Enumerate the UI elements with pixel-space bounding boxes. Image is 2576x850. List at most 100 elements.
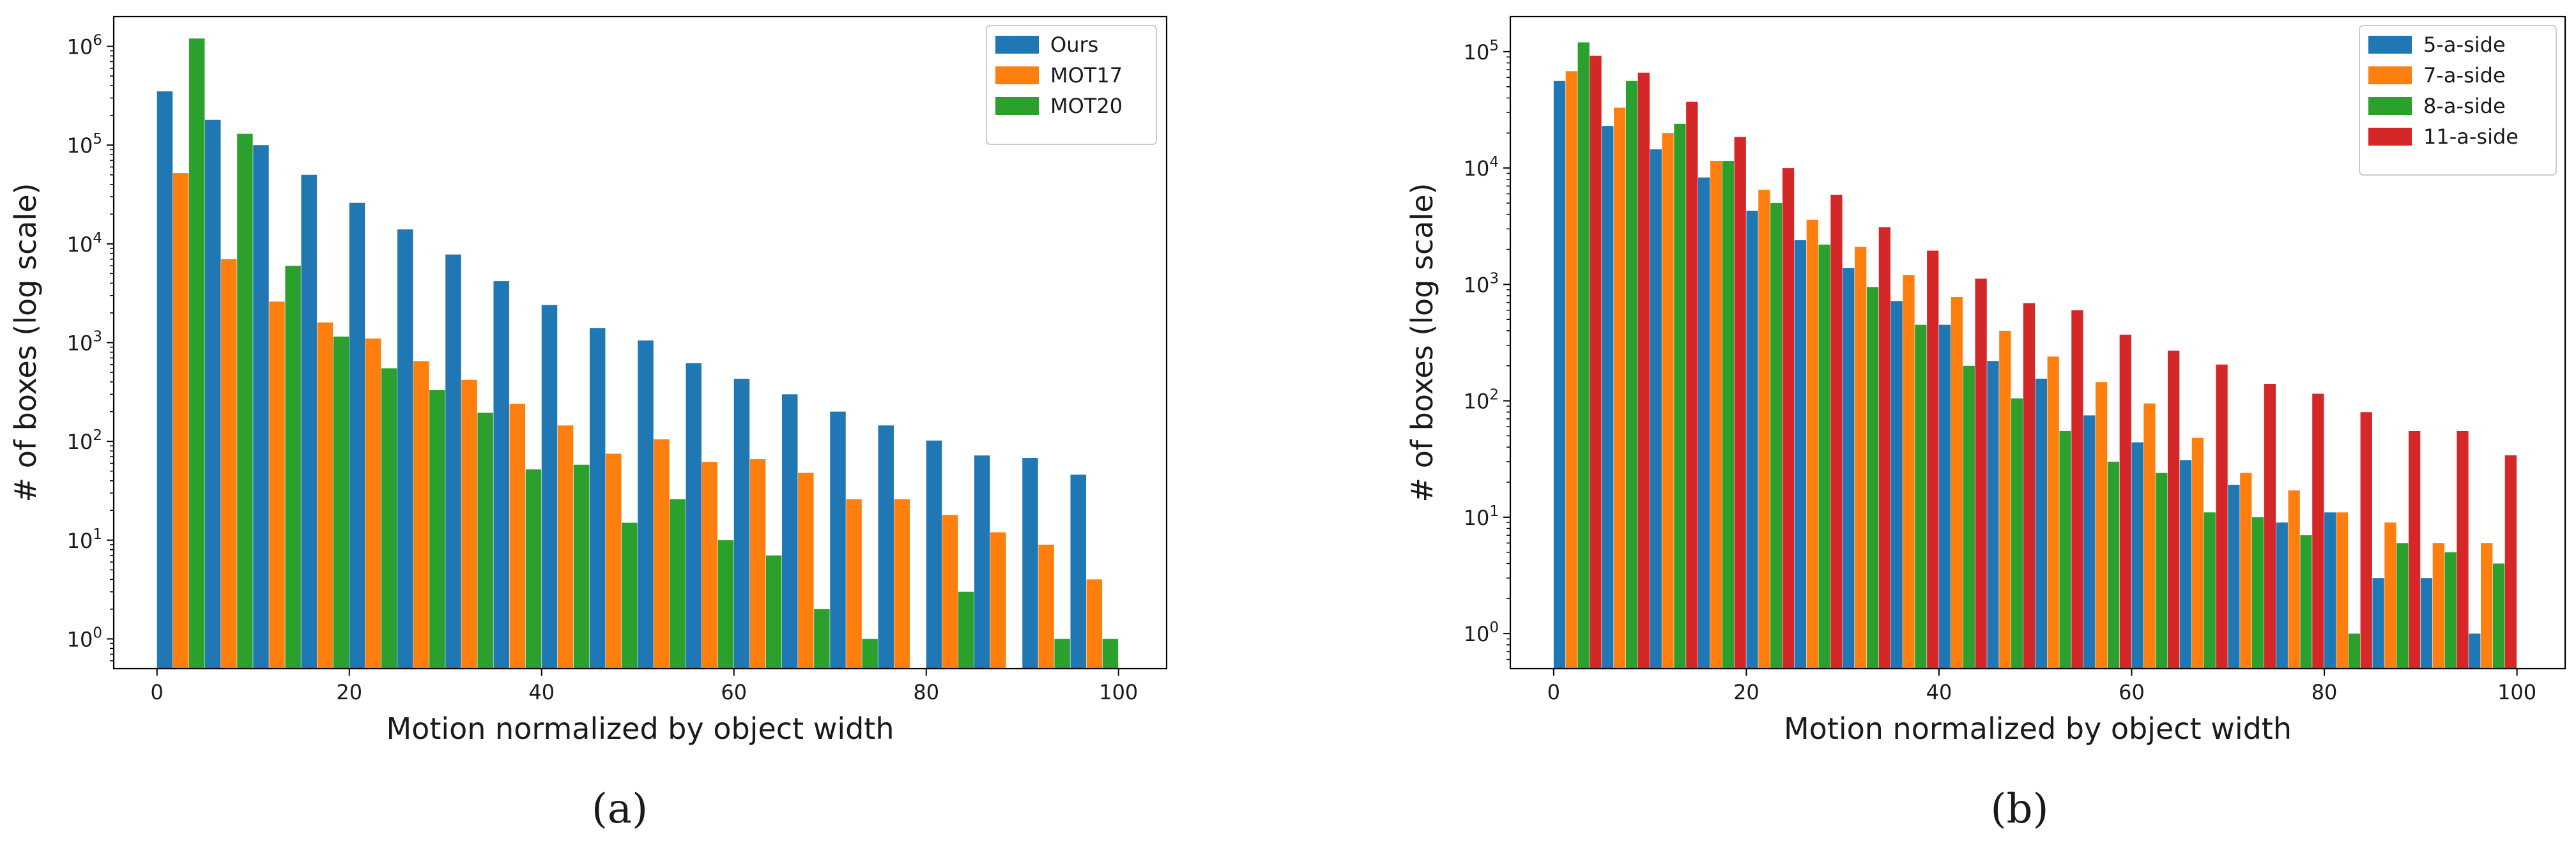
bar-8-a-side-3	[1722, 161, 1734, 669]
y-tick-exponent: 6	[93, 33, 102, 49]
bar-ours-6	[445, 254, 461, 669]
legend-swatch-mot17	[995, 66, 1039, 84]
legend-swatch-ours	[995, 36, 1039, 54]
y-tick-base: 10	[67, 529, 93, 553]
bar-mot17-14	[846, 499, 862, 669]
x-tick-label: 100	[1099, 680, 1138, 704]
bar-mot17-6	[461, 379, 477, 669]
bar-7-a-side-9	[1999, 330, 2011, 669]
bar-ours-19	[1070, 474, 1086, 669]
bar-11-a-side-9	[2023, 303, 2035, 669]
axes-frame	[1509, 15, 2566, 670]
bars-group	[157, 38, 1119, 669]
bar-5-a-side-8	[1938, 324, 1951, 669]
bar-mot20-8	[573, 464, 590, 669]
y-tick-exponent: 2	[1489, 387, 1499, 404]
legend-label-11-a-side: 11-a-side	[2423, 125, 2518, 149]
panel-caption: (a)	[592, 785, 648, 833]
y-tick-label: 106	[67, 33, 102, 59]
legend-swatch-11-a-side	[2368, 128, 2412, 146]
bar-mot17-1	[221, 259, 237, 669]
bar-5-a-side-5	[1794, 240, 1807, 669]
bar-8-a-side-6	[1866, 287, 1879, 669]
y-tick-exponent: 0	[1489, 619, 1499, 636]
bar-ours-0	[157, 91, 173, 669]
bar-mot17-16	[942, 515, 958, 669]
bar-ours-12	[733, 379, 750, 669]
bar-mot17-2	[269, 301, 285, 669]
bar-mot20-11	[717, 540, 734, 669]
bar-5-a-side-19	[2469, 634, 2481, 669]
bar-ours-9	[589, 328, 606, 669]
bar-11-a-side-13	[2216, 364, 2228, 669]
bar-ours-2	[253, 145, 269, 669]
bar-5-a-side-15	[2276, 522, 2288, 669]
bar-11-a-side-10	[2071, 310, 2083, 669]
bar-mot17-4	[365, 338, 381, 669]
x-tick-label: 60	[721, 680, 747, 704]
bar-11-a-side-14	[2264, 383, 2276, 669]
x-tick-label: 20	[1733, 680, 1759, 704]
bar-7-a-side-11	[2095, 382, 2108, 669]
bar-ours-4	[349, 202, 365, 669]
bar-8-a-side-5	[1818, 244, 1830, 669]
bar-8-a-side-8	[1963, 365, 1975, 669]
bar-7-a-side-18	[2432, 543, 2444, 669]
bar-7-a-side-1	[1614, 107, 1626, 669]
x-tick-label: 20	[336, 680, 362, 704]
bar-mot20-12	[765, 555, 782, 669]
bar-11-a-side-12	[2168, 351, 2180, 669]
x-tick-label: 40	[528, 680, 555, 704]
bar-mot17-8	[557, 425, 574, 669]
bar-5-a-side-14	[2228, 485, 2240, 669]
bar-ours-16	[926, 440, 942, 669]
bar-mot20-14	[862, 639, 878, 669]
bar-ours-13	[781, 394, 798, 669]
y-tick-exponent: 5	[1489, 38, 1499, 54]
bar-11-a-side-16	[2360, 412, 2372, 669]
bar-11-a-side-18	[2457, 430, 2469, 669]
bar-7-a-side-12	[2143, 403, 2156, 669]
y-tick-label: 101	[1464, 503, 1499, 530]
bar-11-a-side-17	[2408, 430, 2421, 669]
chart-panel-a: 0 20 40 60 80 100100101102103104105106Motion …	[8, 15, 1168, 833]
bar-7-a-side-3	[1710, 161, 1722, 669]
bar-5-a-side-9	[1987, 361, 1999, 669]
legend: 5-a-side 7-a-side 8-a-side 11-a-side	[2359, 25, 2557, 176]
x-tick-label: 40	[1926, 680, 1952, 704]
bar-7-a-side-2	[1662, 133, 1674, 669]
bar-5-a-side-17	[2372, 578, 2384, 669]
bar-8-a-side-12	[2156, 473, 2168, 669]
bar-11-a-side-8	[1975, 278, 1987, 669]
bar-8-a-side-16	[2348, 634, 2360, 669]
bar-mot20-16	[958, 591, 974, 669]
bar-7-a-side-16	[2336, 512, 2349, 669]
bar-5-a-side-11	[2083, 415, 2096, 669]
bar-5-a-side-7	[1890, 301, 1903, 669]
bar-8-a-side-10	[2059, 430, 2071, 669]
bar-mot20-6	[477, 413, 493, 669]
bar-11-a-side-4	[1782, 168, 1795, 669]
y-tick-exponent: 4	[1489, 154, 1499, 171]
bar-mot17-13	[798, 473, 814, 669]
y-tick-label: 104	[1464, 154, 1499, 181]
y-tick-base: 10	[67, 35, 93, 59]
legend-label-ours: Ours	[1050, 33, 1098, 57]
bar-ours-8	[541, 305, 558, 669]
bar-8-a-side-15	[2300, 535, 2312, 669]
legend-label-8-a-side: 8-a-side	[2423, 94, 2506, 118]
y-tick-label: 100	[67, 625, 102, 651]
bar-mot17-19	[1086, 579, 1103, 669]
y-tick-exponent: 2	[93, 427, 102, 444]
y-tick-exponent: 1	[93, 526, 102, 543]
bar-ours-15	[878, 425, 894, 669]
legend-swatch-7-a-side	[2368, 66, 2412, 84]
bar-mot20-3	[333, 337, 349, 669]
x-tick-label: 60	[2119, 680, 2145, 704]
bar-8-a-side-9	[2011, 398, 2023, 669]
bar-5-a-side-6	[1843, 268, 1855, 669]
bar-mot17-3	[317, 322, 334, 669]
y-tick-label: 102	[67, 427, 102, 454]
y-tick-base: 10	[67, 232, 93, 257]
